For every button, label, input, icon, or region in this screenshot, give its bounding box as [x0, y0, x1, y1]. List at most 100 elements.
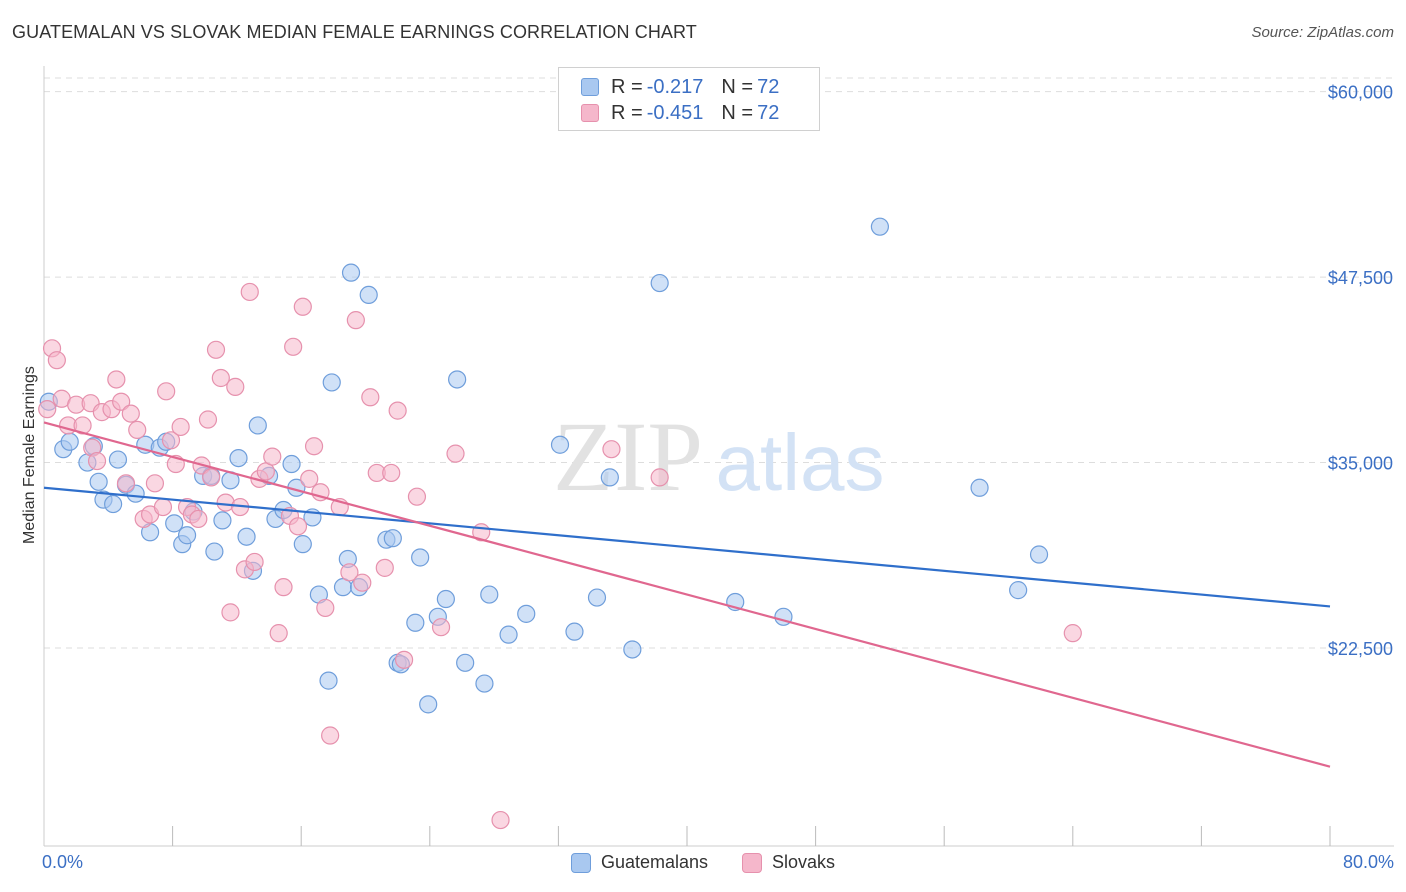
slovak-point: [650, 468, 669, 487]
legend-r-value: -0.217: [646, 75, 704, 98]
guatemalan-point: [293, 535, 312, 554]
guatemalan-point: [411, 548, 430, 567]
guatemalan-point: [213, 511, 232, 530]
guatemalans-trend-line: [43, 486, 1331, 608]
correlation-legend: R = -0.217 N = 72 R = -0.451 N = 72: [558, 67, 820, 131]
slovak-point: [145, 474, 165, 493]
slovak-point: [73, 416, 92, 435]
slovak-point: [107, 370, 126, 389]
watermark: ZIP atlas: [553, 401, 884, 512]
guatemalan-point: [341, 263, 361, 282]
legend-n-label: N =: [721, 75, 754, 98]
guatemalan-point: [456, 653, 475, 672]
y-tick-label: $35,000: [1328, 454, 1393, 474]
guatemalan-point: [60, 432, 79, 451]
y-tick-label: $22,500: [1328, 639, 1393, 659]
slovak-point: [321, 726, 340, 745]
guatemalan-point: [237, 527, 256, 546]
slovak-point: [431, 618, 451, 637]
slovak-point: [206, 340, 226, 359]
guatemalan-point: [205, 542, 224, 561]
x-tick-max: 80.0%: [1342, 852, 1394, 872]
slovak-point: [284, 337, 303, 356]
legend-r-value: -0.451: [646, 101, 704, 124]
guatemalan-point: [550, 435, 570, 454]
slovak-point: [602, 440, 621, 459]
guatemalan-point: [970, 478, 989, 497]
slovak-point: [269, 624, 288, 643]
legend-r-label: R =: [611, 75, 643, 98]
axes-layer: [43, 66, 1394, 847]
series-swatch-slovaks: [742, 852, 763, 873]
slovaks-trend-line: [43, 421, 1331, 768]
slovak-point: [316, 598, 335, 618]
legend-row-slovaks: R = -0.451 N = 72: [581, 101, 779, 125]
slovak-point: [388, 401, 407, 420]
guatemalan-point: [480, 585, 499, 604]
guatemalan-point: [448, 370, 467, 389]
guatemalan-point: [108, 450, 128, 469]
guatemalan-point: [436, 589, 455, 609]
legend-swatch-slovaks: [581, 104, 599, 122]
slovak-point: [407, 487, 427, 506]
guatemalan-point: [870, 217, 890, 236]
slovak-point: [1063, 624, 1082, 643]
slovak-point: [189, 509, 208, 529]
watermark-atlas: atlas: [716, 418, 885, 507]
guatemalan-point: [319, 671, 338, 690]
slovak-point: [346, 311, 365, 330]
series-label-slovaks: Slovaks: [772, 852, 836, 872]
slovak-point: [121, 404, 140, 423]
series-legend-slovaks: Slovaks: [742, 852, 835, 873]
slovak-point: [198, 410, 218, 429]
slovak-point: [202, 468, 221, 487]
guatemalan-point: [623, 640, 642, 659]
guatemalan-point: [282, 454, 301, 474]
y-tick-label: $60,000: [1328, 83, 1393, 103]
slovak-point: [161, 431, 181, 450]
series-swatch-guatemalans: [570, 852, 591, 873]
guatemalan-point: [322, 373, 341, 392]
legend-n-value: 72: [757, 101, 780, 124]
slovak-point: [491, 810, 510, 830]
watermark-zip: ZIP: [553, 401, 703, 512]
slovak-point: [221, 603, 240, 622]
slovak-point: [47, 351, 66, 370]
slovak-point: [340, 563, 359, 582]
slovak-point: [38, 400, 57, 419]
slovak-point: [394, 650, 414, 669]
slovak-point: [274, 578, 293, 597]
legend-row-guatemalans: R = -0.217 N = 72: [581, 75, 779, 99]
slovak-point: [288, 517, 308, 536]
slovak-point: [361, 388, 380, 407]
trend-layer: [43, 421, 1331, 768]
slovak-point: [382, 463, 401, 483]
series-legend: Guatemalans Slovaks: [0, 852, 1406, 873]
guatemalan-point: [587, 588, 607, 607]
x-tick-min: 0.0%: [42, 852, 84, 872]
legend-n-value: 72: [757, 75, 780, 98]
guatemalan-point: [229, 448, 248, 468]
series-label-guatemalans: Guatemalans: [600, 852, 709, 872]
slovak-point: [245, 552, 264, 572]
source-label: Source: ZipAtlas.com: [1251, 24, 1394, 41]
slovak-point: [128, 420, 147, 440]
guatemalan-point: [565, 622, 584, 641]
chart-title: GUATEMALAN VS SLOVAK MEDIAN FEMALE EARNI…: [12, 22, 697, 42]
legend-swatch-guatemalans: [581, 78, 599, 96]
slovak-point: [116, 474, 136, 493]
guatemalan-point: [248, 416, 267, 435]
slovak-point: [300, 469, 319, 488]
guatemalan-point: [104, 494, 123, 514]
guatemalan-point: [600, 468, 619, 487]
slovak-point: [157, 382, 176, 401]
slovak-point: [263, 447, 282, 466]
guatemalan-point: [406, 613, 425, 632]
slovak-point: [240, 282, 259, 302]
guatemalan-point: [419, 695, 438, 714]
guatemalan-point: [1029, 545, 1049, 564]
guatemalan-point: [650, 273, 669, 293]
guatemalan-point: [475, 674, 494, 693]
guatemalan-point: [383, 529, 402, 548]
